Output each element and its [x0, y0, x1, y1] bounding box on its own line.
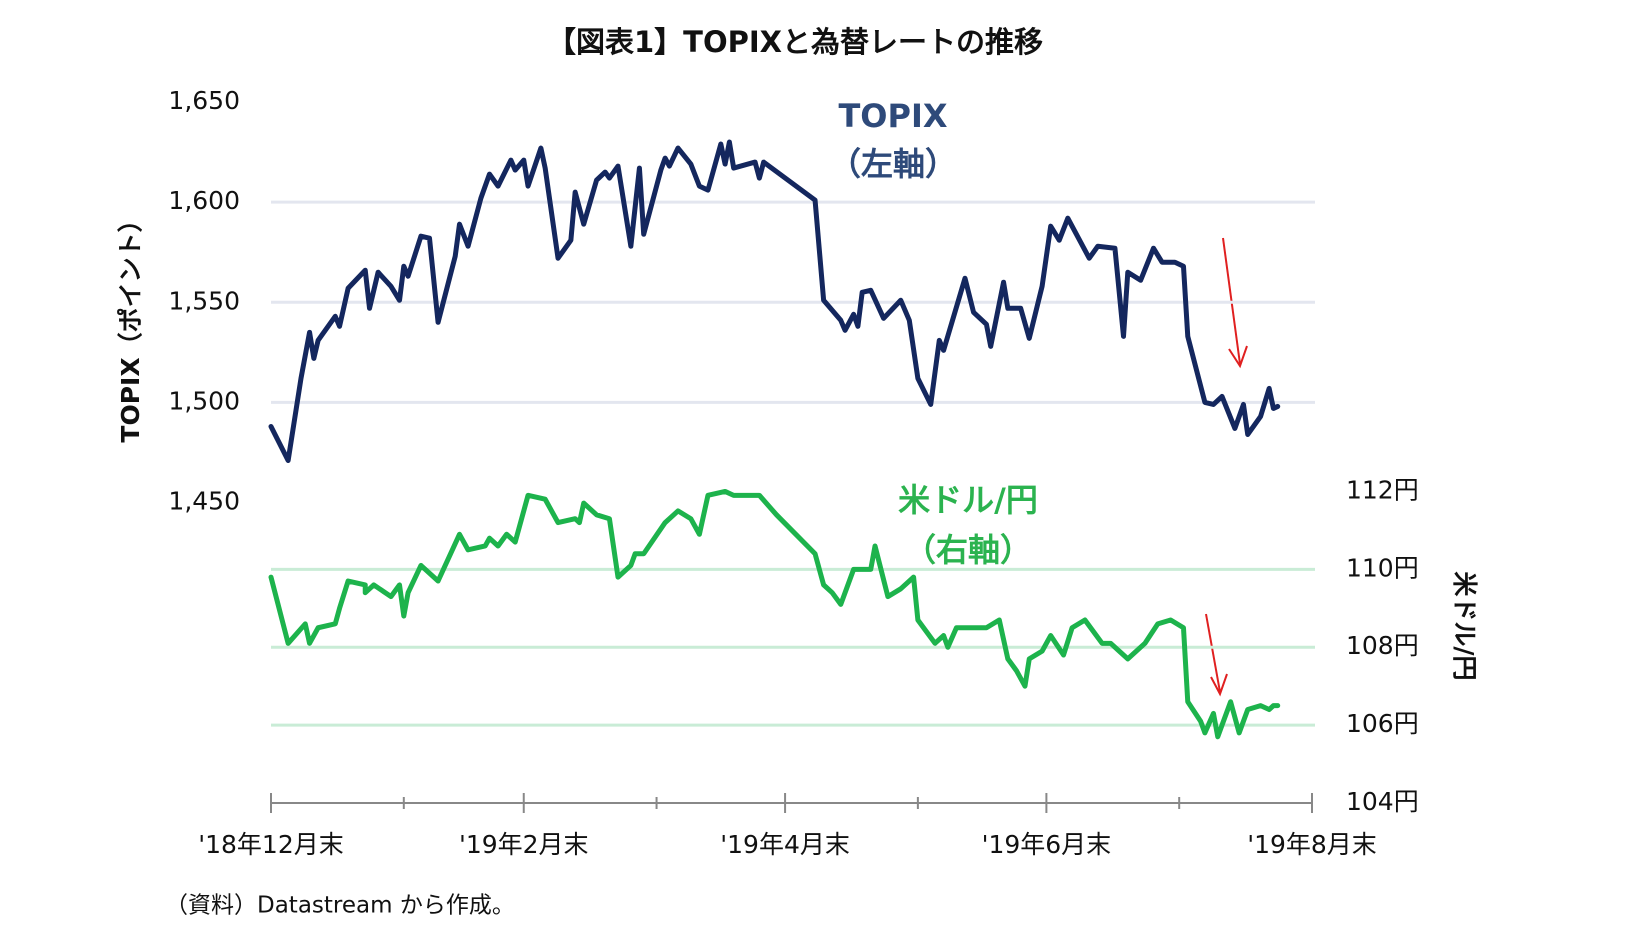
annotation: （左軸）	[829, 145, 957, 183]
y-tick-label: 1,500	[168, 386, 240, 415]
y-tick-label: 1,550	[168, 286, 240, 315]
x-tick-label: '19年8月末	[1247, 830, 1377, 859]
y2-tick-label: 106円	[1346, 709, 1419, 738]
x-tick-label: '19年4月末	[720, 830, 850, 859]
arrow-head	[1210, 673, 1228, 697]
y2-tick-label: 112円	[1346, 475, 1419, 504]
series-line	[268, 139, 1281, 464]
y-tick-label: 1,450	[168, 487, 240, 516]
y2-tick-label: 110円	[1346, 553, 1419, 582]
y-tick-label: 1,600	[168, 186, 240, 215]
y-axis-title: TOPIX（ポイント）	[116, 207, 145, 442]
series-line	[268, 488, 1281, 740]
arrow	[1205, 613, 1221, 693]
chart-title: 【図表1】TOPIXと為替レートの推移	[547, 25, 1043, 59]
y-tick-label: 1,650	[168, 86, 240, 115]
x-tick-label: '18年12月末	[198, 830, 344, 859]
y2-axis-title: 米ドル/円	[1450, 571, 1479, 680]
annotation: 米ドル/円	[898, 481, 1038, 519]
source-note: （資料）Datastream から作成。	[165, 893, 515, 919]
x-tick-label: '19年2月末	[459, 830, 589, 859]
annotation: TOPIX	[838, 97, 947, 135]
x-tick-label: '19年6月末	[982, 830, 1112, 859]
arrows	[1205, 237, 1248, 697]
y2-tick-label: 104円	[1346, 787, 1419, 816]
annotation: （右軸）	[904, 531, 1032, 569]
arrow-head	[1228, 345, 1248, 369]
y2-tick-label: 108円	[1346, 631, 1419, 660]
